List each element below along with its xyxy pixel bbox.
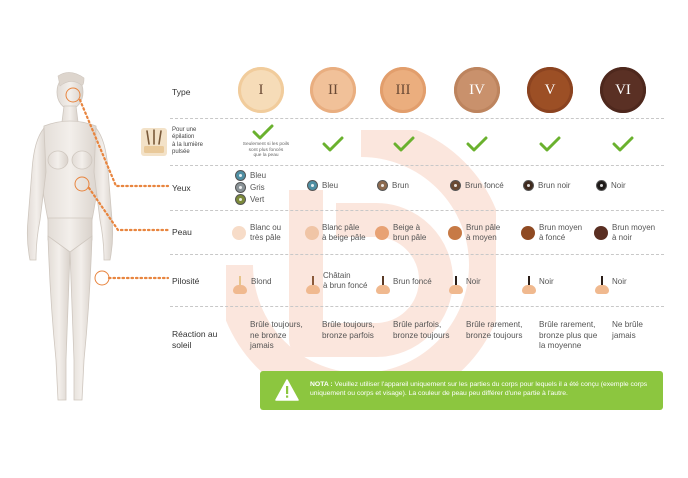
type-label: I xyxy=(258,81,264,98)
skin-color-swatch xyxy=(232,226,246,240)
eye-color-label: Noir xyxy=(611,181,626,190)
divider xyxy=(170,306,664,307)
eye-color-label: Gris xyxy=(250,183,265,192)
skin-color-swatch xyxy=(594,226,608,240)
sun-reaction-text: Brûle rarement, bronze toujours xyxy=(466,320,523,340)
eye-color-label: Brun foncé xyxy=(465,181,504,190)
hair-color-label: Noir xyxy=(466,277,481,286)
ipl-note: Seulement si les poils sont plus foncés … xyxy=(242,142,290,159)
row-label-hair: Pilosité xyxy=(172,276,200,286)
checkmark-icon xyxy=(539,136,561,152)
skin-color-label: Blanc pâle à beige pâle xyxy=(322,223,366,242)
row-label-type: Type xyxy=(172,87,191,97)
sun-reaction-text: Brûle toujours, bronze parfois xyxy=(322,320,375,340)
hair-follicle-icon xyxy=(233,285,247,294)
row-label-eyes: Yeux xyxy=(172,183,191,193)
divider xyxy=(170,118,664,119)
hair-color-label: Brun foncé xyxy=(393,277,432,286)
hair-strand-icon xyxy=(312,276,314,285)
type-circle-2: II xyxy=(310,67,356,113)
type-label: II xyxy=(328,81,338,98)
skin-color-label: Brun moyen à noir xyxy=(612,223,656,242)
eye-color-swatch xyxy=(523,180,534,191)
type-circle-6: VI xyxy=(600,67,646,113)
ipl-device-icon xyxy=(140,127,168,157)
eye-color-swatch xyxy=(235,170,246,181)
sun-reaction-text: Ne brûle jamais xyxy=(612,320,643,340)
skin-color-label: Beige à brun pâle xyxy=(393,223,427,242)
eye-color-swatch xyxy=(307,180,318,191)
type-label: VI xyxy=(615,81,631,98)
eye-color-swatch xyxy=(596,180,607,191)
type-circle-4: IV xyxy=(454,67,500,113)
warning-icon xyxy=(275,379,299,401)
skin-color-label: Brun pâle à moyen xyxy=(466,223,501,242)
skin-color-swatch xyxy=(305,226,319,240)
row-label-ipl: Pour une épilation à la lumière pulsée xyxy=(172,127,204,156)
eye-color-swatch xyxy=(235,182,246,193)
checkmark-icon xyxy=(322,136,344,152)
eye-color-label: Bleu xyxy=(250,171,267,180)
hair-follicle-icon xyxy=(595,285,609,294)
hair-strand-icon xyxy=(528,276,530,285)
type-label: IV xyxy=(469,81,485,98)
skin-color-swatch xyxy=(448,226,462,240)
hair-strand-icon xyxy=(382,276,384,285)
divider xyxy=(170,165,664,166)
hair-color-label: Blond xyxy=(251,277,272,286)
divider xyxy=(170,210,664,211)
eye-color-swatch xyxy=(450,180,461,191)
hair-follicle-icon xyxy=(449,285,463,294)
brand-watermark-icon xyxy=(226,130,496,400)
hair-color-label: Châtain à brun foncé xyxy=(323,271,368,290)
eye-color-swatch xyxy=(377,180,388,191)
eye-color-label: Brun noir xyxy=(538,181,571,190)
eye-color-label: Bleu xyxy=(322,181,339,190)
mannequin-figure-icon xyxy=(26,72,170,401)
hair-color-label: Noir xyxy=(539,277,554,286)
checkmark-icon xyxy=(393,136,415,152)
sun-reaction-text: Brûle parfois, bronze toujours xyxy=(393,320,450,340)
note-text: NOTA : Veuillez utiliser l'appareil uniq… xyxy=(310,380,655,398)
note-banner: NOTA : Veuillez utiliser l'appareil uniq… xyxy=(260,371,663,410)
checkmark-icon xyxy=(612,136,634,152)
type-circle-1: I xyxy=(238,67,284,113)
divider xyxy=(170,254,664,255)
type-circle-3: III xyxy=(380,67,426,113)
eye-color-swatch xyxy=(235,194,246,205)
skin-color-label: Blanc ou très pâle xyxy=(250,223,282,242)
hair-follicle-icon xyxy=(376,285,390,294)
hair-follicle-icon xyxy=(306,285,320,294)
note-body: Veuillez utiliser l'appareil uniquement … xyxy=(310,381,648,397)
type-circle-5: V xyxy=(527,67,573,113)
sun-reaction-text: Brûle toujours, ne bronze jamais xyxy=(250,320,303,350)
note-label: NOTA : xyxy=(310,381,333,388)
row-label-skin: Peau xyxy=(172,227,192,237)
hair-follicle-icon xyxy=(522,285,536,294)
hair-strand-icon xyxy=(239,276,241,285)
row-label-sun: Réaction au soleil xyxy=(172,329,218,350)
hair-color-label: Noir xyxy=(612,277,627,286)
checkmark-icon xyxy=(252,124,274,140)
type-label: III xyxy=(395,81,411,98)
eye-color-label: Brun xyxy=(392,181,409,190)
eye-color-label: Vert xyxy=(250,195,265,204)
skin-color-swatch xyxy=(521,226,535,240)
hair-strand-icon xyxy=(455,276,457,285)
type-label: V xyxy=(544,81,556,98)
skin-color-label: Brun moyen à foncé xyxy=(539,223,583,242)
hair-strand-icon xyxy=(601,276,603,285)
checkmark-icon xyxy=(466,136,488,152)
sun-reaction-text: Brûle rarement, bronze plus que la moyenne xyxy=(539,320,598,350)
skin-color-swatch xyxy=(375,226,389,240)
